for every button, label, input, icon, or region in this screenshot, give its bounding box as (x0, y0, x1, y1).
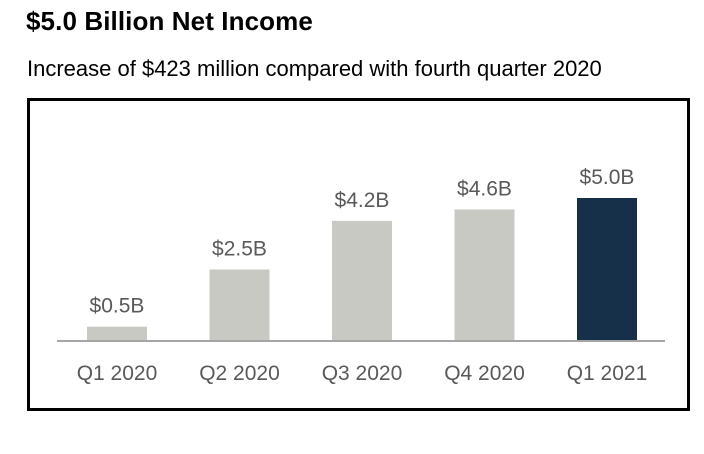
data-label: $0.5B (90, 295, 145, 318)
chart-title: $5.0 Billion Net Income (26, 6, 313, 36)
data-label: $4.6B (457, 177, 512, 200)
x-tick-label: Q3 2020 (322, 362, 403, 385)
bar-q1-2021 (577, 198, 637, 341)
chart-subtitle: Increase of $423 million compared with f… (27, 56, 602, 81)
x-tick-label: Q1 2021 (567, 362, 648, 385)
x-tick-label: Q4 2020 (444, 362, 525, 385)
x-tick-label: Q2 2020 (199, 362, 280, 385)
data-label: $4.2B (335, 189, 390, 212)
labels-group: $0.5B Q1 2020 $2.5B Q2 2020 $4.2B Q3 2020 $4.6… (77, 166, 648, 385)
bars-group (87, 198, 637, 341)
bar-q2-2020 (209, 269, 270, 341)
bar-q1-2020 (87, 326, 147, 341)
chart-frame (27, 98, 690, 411)
bar-q4-2020 (454, 209, 515, 341)
data-label: $2.5B (212, 238, 267, 261)
data-label: $5.0B (580, 166, 635, 189)
bar-q3-2020 (332, 220, 392, 341)
x-tick-label: Q1 2020 (77, 362, 158, 385)
